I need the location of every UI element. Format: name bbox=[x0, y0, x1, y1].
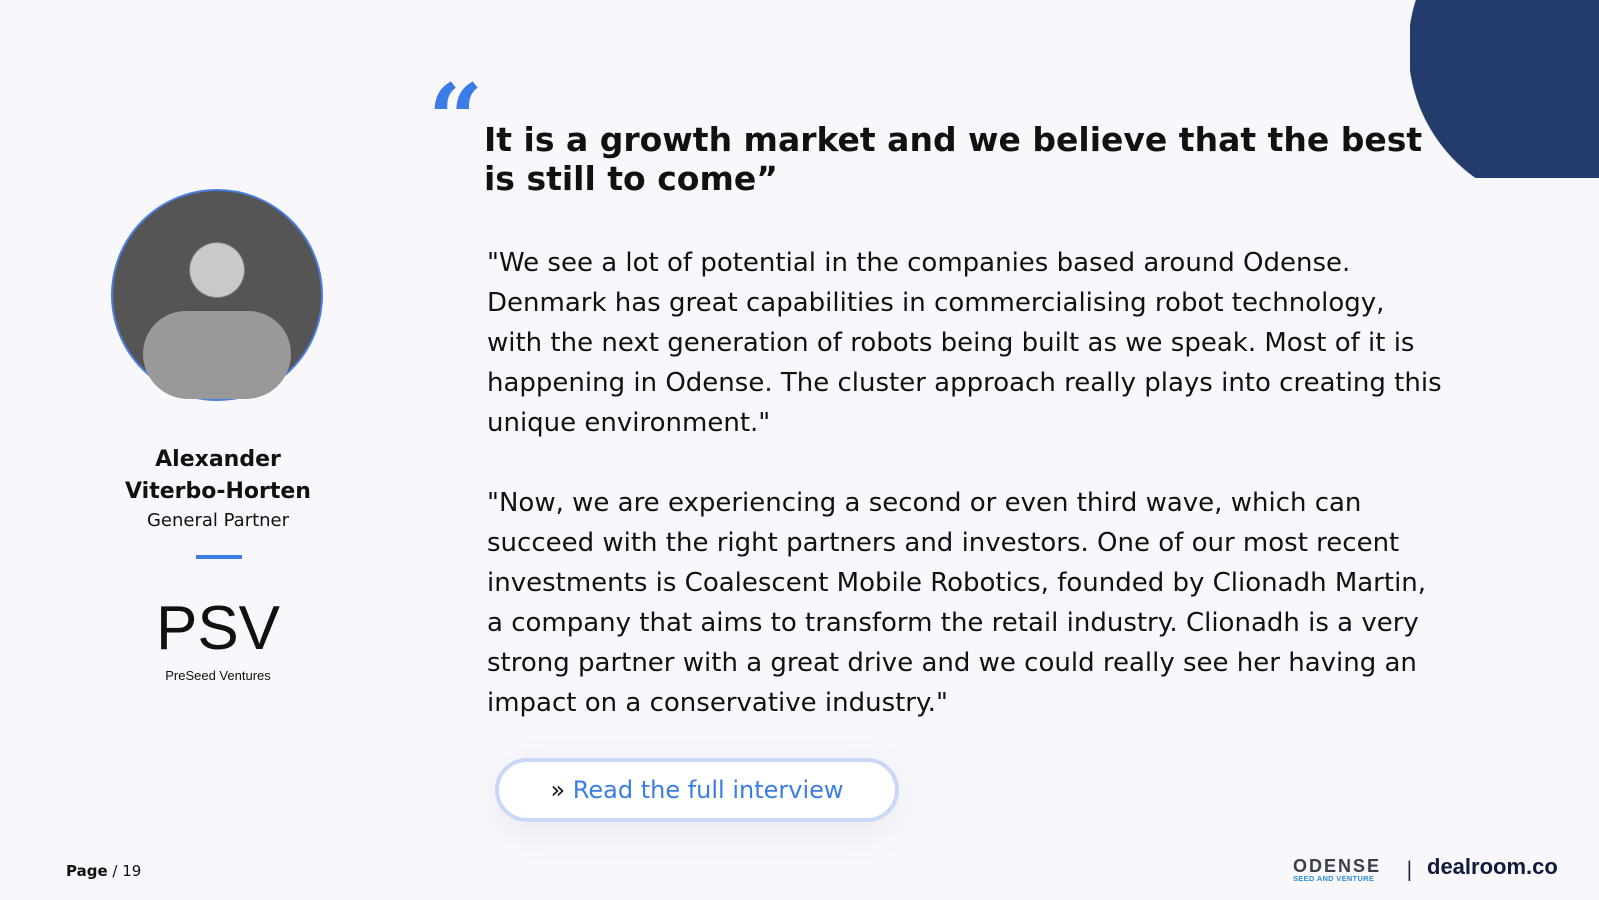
quote-paragraph: "We see a lot of potential in the compan… bbox=[487, 248, 1442, 438]
person-role: General Partner bbox=[146, 510, 290, 531]
odense-logo-text: ODENSE bbox=[1293, 856, 1382, 876]
page-label: Page bbox=[66, 862, 108, 880]
dealroom-logo: dealroom.co bbox=[1427, 854, 1558, 879]
decorative-corner-circle bbox=[1410, 0, 1599, 178]
quote-paragraph: "Now, we are experiencing a second or ev… bbox=[487, 488, 1427, 718]
read-interview-button[interactable]: » Read the full interview bbox=[495, 758, 899, 822]
divider bbox=[196, 555, 242, 559]
page-number: / 19 bbox=[112, 862, 142, 880]
read-interview-link[interactable]: Read the full interview bbox=[572, 776, 844, 804]
odense-logo: ODENSE SEED AND VENTURE bbox=[1293, 856, 1382, 884]
odense-logo-subtext: SEED AND VENTURE bbox=[1293, 874, 1375, 883]
company-logo: PSV bbox=[155, 594, 281, 663]
person-name: Alexander Viterbo-Horten bbox=[100, 444, 336, 508]
logo-separator: | bbox=[1406, 857, 1413, 881]
page-indicator: Page / 19 bbox=[66, 862, 141, 880]
company-logo-subtext: PreSeed Ventures bbox=[165, 668, 271, 683]
avatar bbox=[111, 189, 323, 401]
name-line: Alexander bbox=[155, 447, 281, 472]
quote-headline: It is a growth market and we believe tha… bbox=[484, 120, 1423, 198]
name-line: Viterbo-Horten bbox=[125, 479, 311, 504]
quote-mark-icon: “ bbox=[428, 63, 484, 176]
chevron-right-icon: » bbox=[550, 776, 573, 804]
